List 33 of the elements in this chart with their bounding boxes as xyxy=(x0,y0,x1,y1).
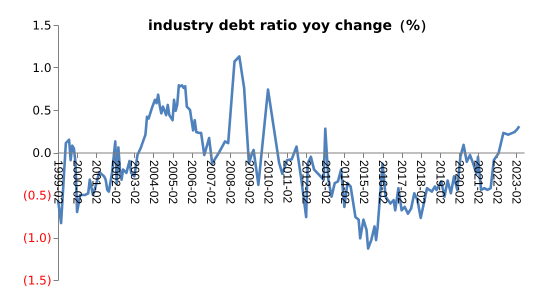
x-tick-label: 1999-02 xyxy=(52,160,66,204)
x-tick-label: 2009-02 xyxy=(242,160,256,204)
y-tick-label: (1.5) xyxy=(23,274,52,288)
x-tick-label: 2021-02 xyxy=(472,160,486,204)
y-tick-label: 0.5 xyxy=(32,104,52,118)
x-tick-label: 2022-02 xyxy=(490,160,505,204)
x-tick-label: 2013-02 xyxy=(318,160,333,204)
x-tick-label: 2015-02 xyxy=(356,160,371,204)
y-tick-label: (1.0) xyxy=(23,231,52,245)
x-tick-label: 2000-02 xyxy=(70,160,85,204)
x-tick-label: 2012-02 xyxy=(300,160,314,204)
x-tick-label: 2020-02 xyxy=(452,160,466,204)
x-tick-label: 2019-02 xyxy=(433,160,448,204)
y-tick-label: 1.0 xyxy=(32,61,52,75)
x-tick-label: 2008-02 xyxy=(223,160,238,204)
x-tick-label: 2002-02 xyxy=(108,160,123,204)
x-tick-label: 2016-02 xyxy=(376,160,390,204)
x-tick-label: 2018-02 xyxy=(414,160,428,204)
y-tick-label: 1.5 xyxy=(32,18,52,32)
x-tick-label: 2003-02 xyxy=(128,160,142,204)
x-tick-label: 2001-02 xyxy=(90,160,104,204)
chart-title: industry debt ratio yoy change（%） xyxy=(148,18,434,34)
x-tick-label: 2006-02 xyxy=(185,160,200,204)
x-tick-label: 2010-02 xyxy=(262,160,276,204)
y-tick-label: 0.0 xyxy=(32,146,52,160)
x-tick-label: 2004-02 xyxy=(146,160,161,204)
x-tick-label: 2005-02 xyxy=(166,160,180,204)
x-tick-label: 2017-02 xyxy=(395,160,410,204)
x-tick-label: 2011-02 xyxy=(280,160,295,204)
x-tick-label: 2014-02 xyxy=(338,160,352,204)
x-tick-label: 2023-02 xyxy=(510,160,524,204)
y-tick-label: (0.5) xyxy=(23,188,52,202)
x-tick-label: 2007-02 xyxy=(204,160,218,204)
